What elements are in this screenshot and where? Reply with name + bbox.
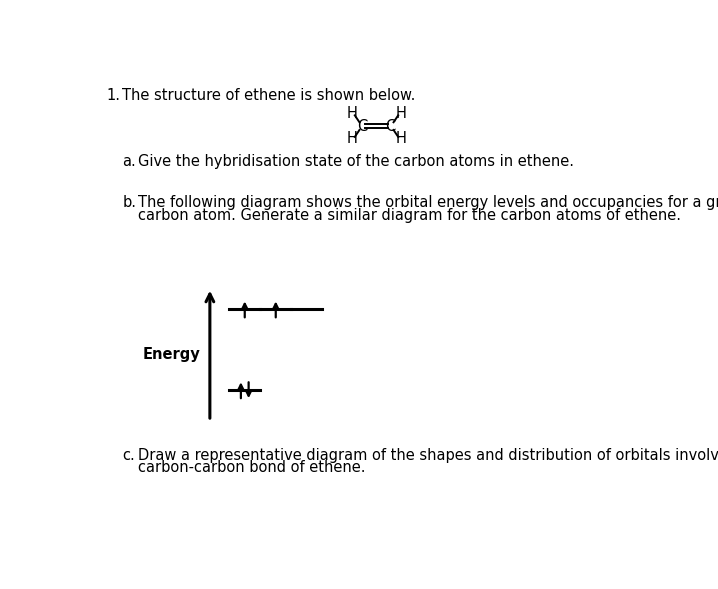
- Text: 1.: 1.: [107, 88, 121, 102]
- Text: C: C: [386, 118, 396, 134]
- Text: The structure of ethene is shown below.: The structure of ethene is shown below.: [122, 88, 416, 102]
- Text: H: H: [396, 131, 406, 146]
- Text: C: C: [358, 118, 368, 134]
- Text: b.: b.: [122, 196, 136, 210]
- Text: Energy: Energy: [143, 346, 200, 362]
- Text: carbon-carbon bond of ethene.: carbon-carbon bond of ethene.: [138, 460, 365, 475]
- Text: H: H: [346, 131, 357, 146]
- Text: H: H: [396, 106, 406, 121]
- Text: a.: a.: [122, 154, 136, 169]
- Text: The following diagram shows the orbital energy levels and occupancies for a grou: The following diagram shows the orbital …: [138, 196, 718, 210]
- Text: carbon atom. Generate a similar diagram for the carbon atoms of ethene.: carbon atom. Generate a similar diagram …: [138, 208, 681, 223]
- Text: c.: c.: [122, 448, 135, 463]
- Text: H: H: [346, 106, 357, 121]
- Text: Give the hybridisation state of the carbon atoms in ethene.: Give the hybridisation state of the carb…: [138, 154, 574, 169]
- Text: Draw a representative diagram of the shapes and distribution of orbitals involve: Draw a representative diagram of the sha…: [138, 448, 718, 463]
